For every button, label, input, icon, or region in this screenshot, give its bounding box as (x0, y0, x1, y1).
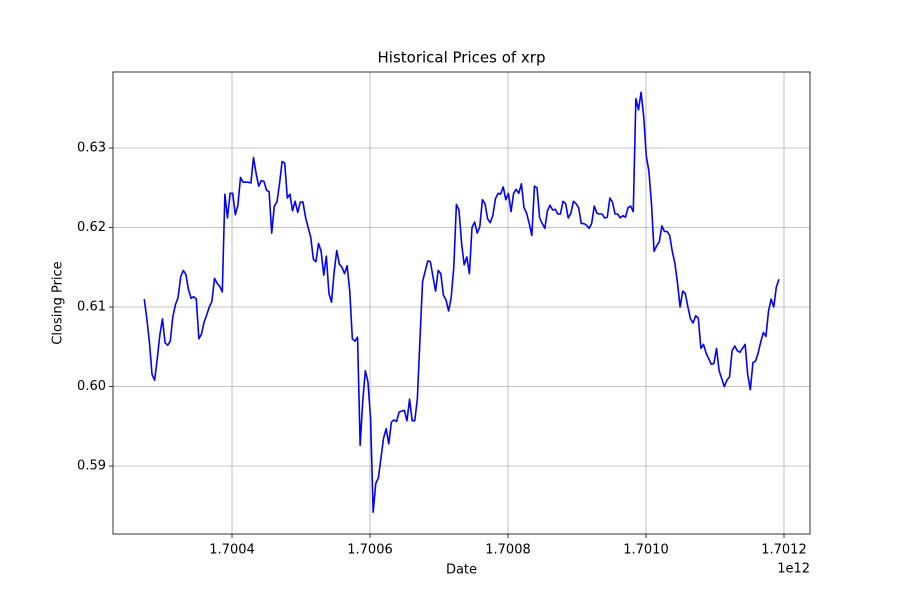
y-tick-label: 0.62 (77, 220, 106, 235)
x-tick-label: 1.7006 (347, 543, 393, 558)
x-axis-label: Date (446, 563, 477, 578)
x-offset-text: 1e12 (777, 562, 810, 577)
price-line (143, 91, 780, 513)
axes-frame (112, 71, 811, 535)
x-tick-label: 1.7012 (761, 543, 807, 558)
x-tick-label: 1.7004 (209, 543, 255, 558)
y-tick-label: 0.59 (77, 459, 106, 474)
x-tick-label: 1.7010 (623, 543, 669, 558)
grid-layer (113, 72, 810, 534)
y-tick-label: 0.61 (77, 300, 106, 315)
x-tick-label: 1.7008 (485, 543, 531, 558)
y-tick-label: 0.63 (77, 141, 106, 156)
y-tick-label: 0.60 (77, 379, 106, 394)
plot-layer (143, 91, 780, 513)
y-axis-label: Closing Price (51, 261, 66, 344)
tick-layer: 1.7004 1.7006 1.7008 1.7010 1.7012 0.59 0.60 0.… (77, 141, 807, 558)
chart-title: Historical Prices of xrp (378, 49, 546, 67)
